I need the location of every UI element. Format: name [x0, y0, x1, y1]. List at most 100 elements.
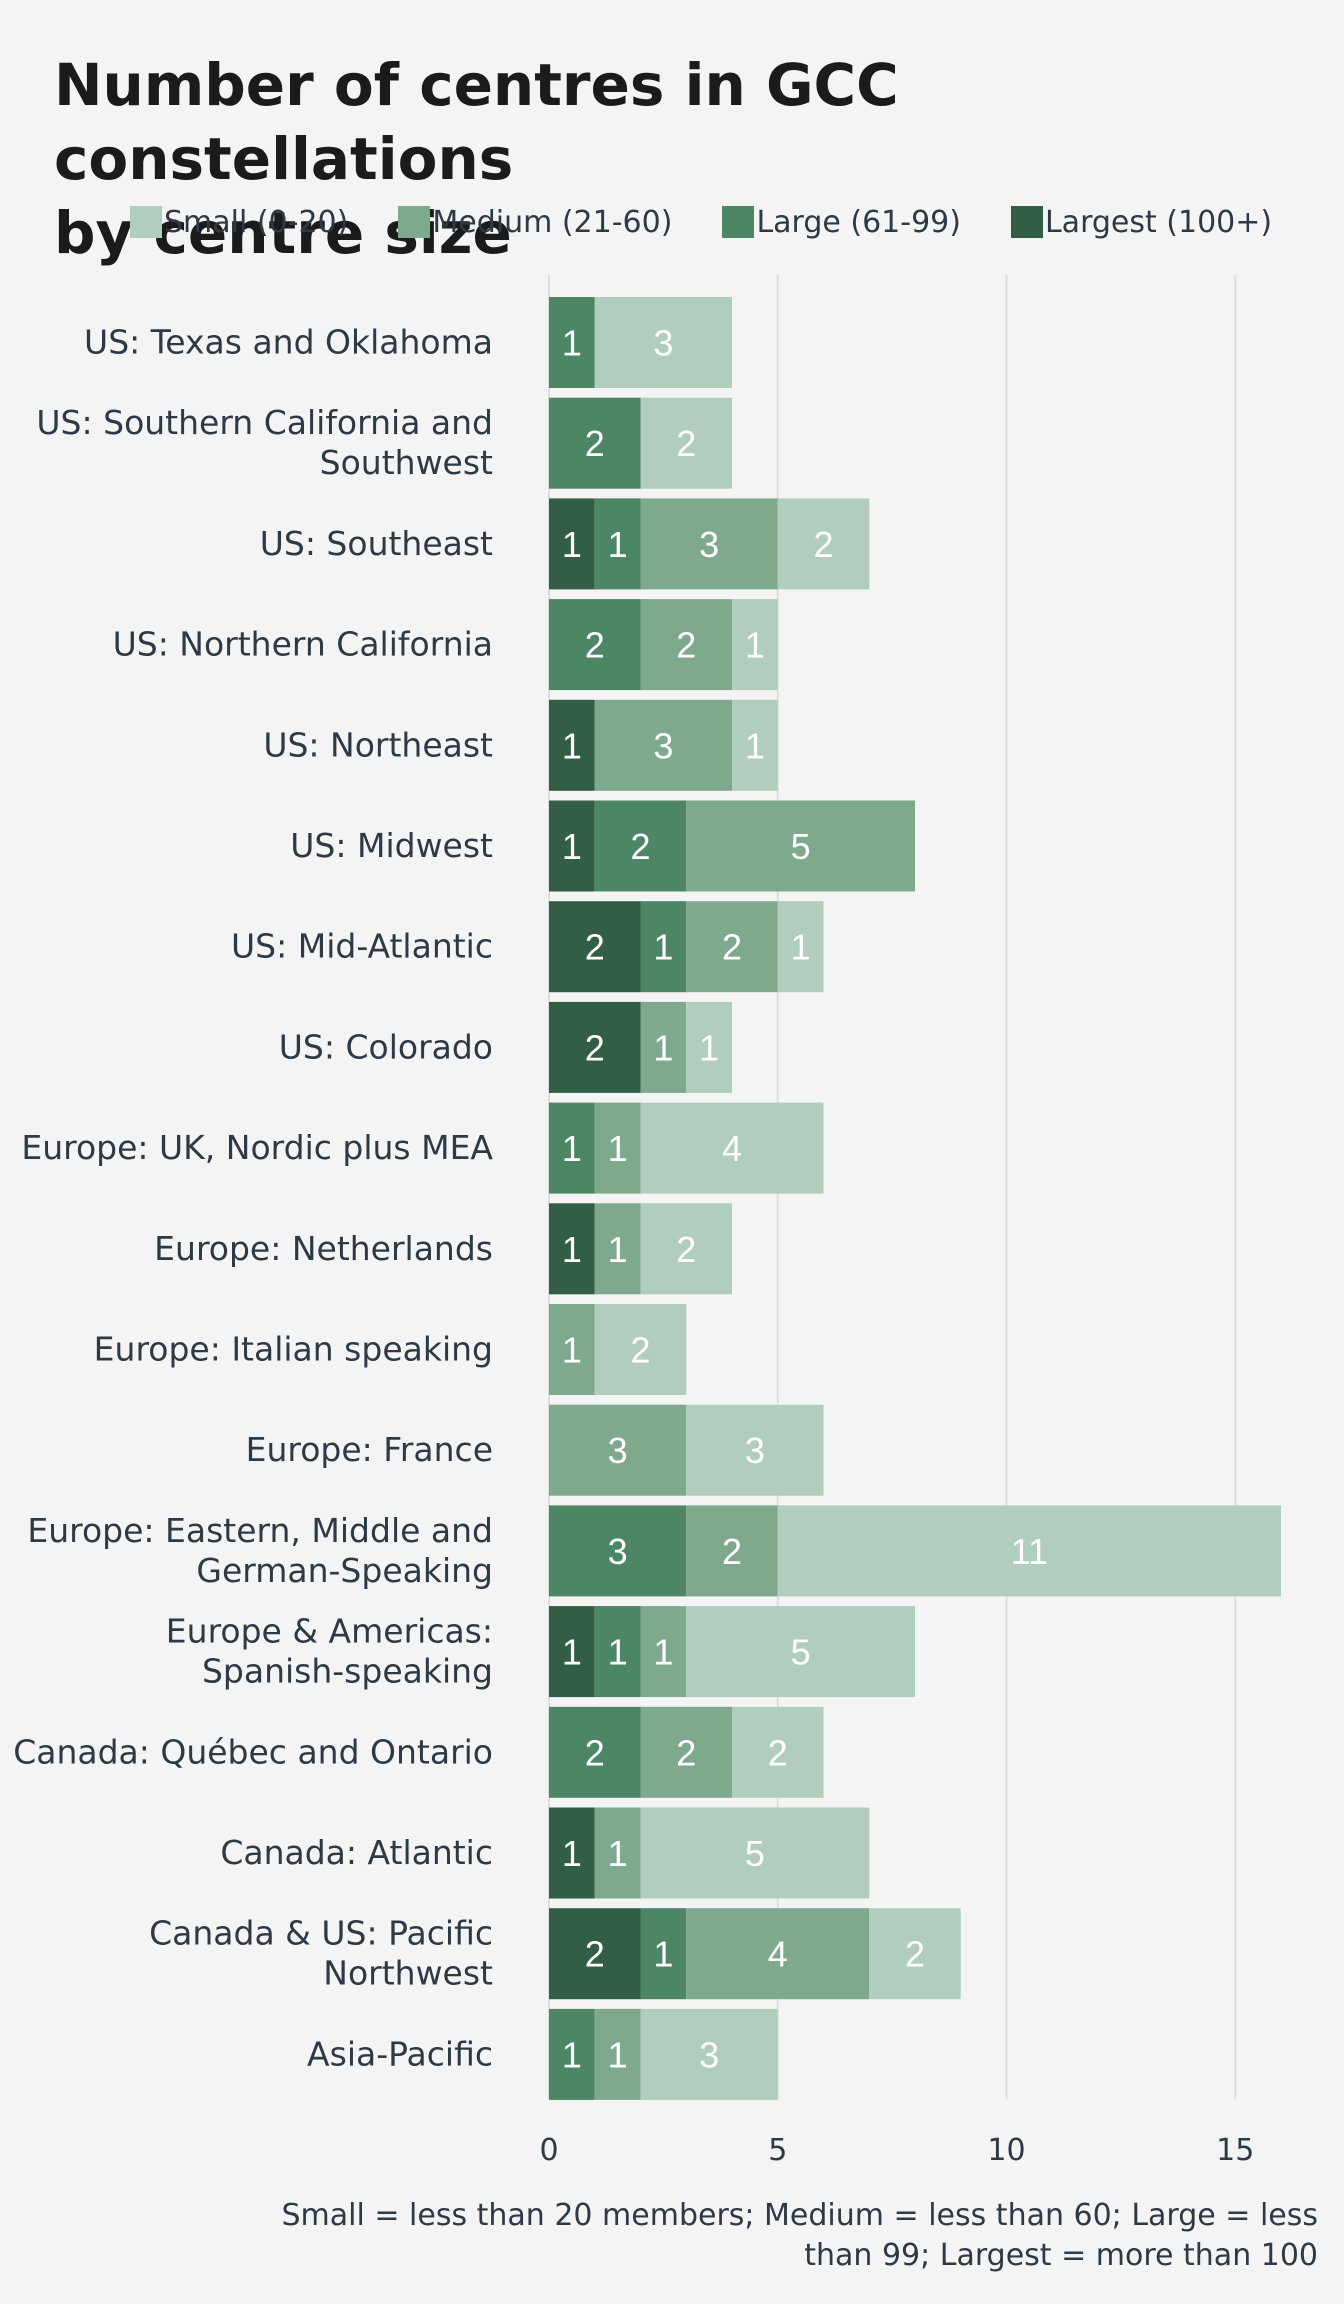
bar-value-label: 1	[562, 323, 582, 364]
category-label: US: Texas and Oklahoma	[84, 323, 493, 362]
bar-value-label: 3	[608, 1531, 628, 1572]
bar-segment	[594, 297, 732, 388]
bar-value-label: 1	[653, 1027, 673, 1068]
bar-segment	[549, 1203, 595, 1295]
bar-value-label: 2	[813, 524, 833, 565]
legend-item-large: Large (61-99)	[722, 205, 961, 240]
x-tick-label: 5	[768, 2133, 787, 2168]
category-label: US: Mid-Atlantic	[231, 927, 493, 966]
bar-segment	[732, 699, 778, 791]
bar-value-label: 3	[699, 524, 719, 565]
bar-layer: 1 32 21 1 3 22 2 11 3 11 2 52 1 2 12 1 11 1 41 1 21 23 33 2 111 1…	[549, 297, 1281, 2100]
bar-value-label: 2	[722, 927, 742, 968]
bar-segment	[777, 498, 870, 590]
bar-segment	[594, 1203, 641, 1295]
category-label: Europe: Eastern, Middle and German-Speaki…	[27, 1511, 493, 1590]
legend: Small (0-20) Medium (21-60) Large (61-99…	[130, 200, 1322, 244]
category-labels: US: Texas and Oklahoma US: Southern Calif…	[13, 323, 493, 2074]
bar-segment	[732, 599, 778, 691]
bar-value-label: 1	[608, 524, 628, 565]
bar-segment	[640, 1102, 824, 1194]
category-label: Europe: UK, Nordic plus MEA	[21, 1128, 493, 1167]
bar-value-label: 2	[585, 423, 605, 464]
category-label: US: Northern California	[113, 625, 493, 664]
bar-segment	[686, 1908, 870, 2000]
bar-value-label: 11	[1011, 1531, 1048, 1572]
bar-segment	[640, 498, 778, 590]
bar-value-label: 3	[653, 725, 673, 766]
bar-segment	[594, 498, 641, 590]
bar-value-label: 2	[585, 927, 605, 968]
bar-value-label: 4	[768, 1934, 788, 1975]
bar-segment	[594, 1304, 687, 1395]
bar-value-label: 2	[676, 625, 696, 666]
bar-value-label: 1	[562, 725, 582, 766]
bar-segment	[549, 1807, 595, 1899]
x-tick-label: 15	[1216, 2133, 1254, 2168]
bar-segment	[640, 1706, 732, 1798]
bar-value-label: 4	[722, 1128, 742, 1169]
bar-segment	[549, 1606, 595, 1698]
bar-value-label: 1	[608, 1128, 628, 1169]
bar-segment	[594, 1102, 641, 1194]
bar-segment	[869, 1908, 961, 2000]
bar-segment	[549, 901, 641, 993]
bar-value-label: 1	[653, 1934, 673, 1975]
bar-segment	[549, 1908, 641, 2000]
bar-segment	[594, 800, 687, 892]
bar-segment	[549, 397, 641, 489]
bar-value-label: 1	[562, 2034, 582, 2075]
category-label: Europe & Americas: Spanish-speaking	[166, 1612, 493, 1691]
bar-segment	[640, 599, 732, 691]
category-label: US: Northeast	[263, 725, 493, 764]
category-label: Europe: France	[246, 1430, 493, 1469]
bar-value-label: 2	[676, 1732, 696, 1773]
bar-value-label: 2	[585, 1027, 605, 1068]
bar-value-label: 2	[676, 423, 696, 464]
legend-swatch-small	[130, 206, 162, 238]
category-label: US: Colorado	[279, 1027, 493, 1066]
x-tick-label: 10	[987, 2133, 1025, 2168]
bar-segment	[686, 1606, 915, 1698]
category-label: US: Southern California and Southwest	[36, 403, 493, 482]
bar-value-label: 1	[562, 1128, 582, 1169]
bar-value-label: 3	[608, 1430, 628, 1471]
bar-value-label: 1	[653, 927, 673, 968]
chart-footnote: Small = less than 20 members; Medium = l…	[281, 2198, 1319, 2273]
bar-value-label: 2	[585, 1732, 605, 1773]
bar-segment	[686, 1404, 824, 1496]
bar-segment	[640, 2008, 778, 2100]
legend-item-largest: Largest (100+)	[1010, 205, 1272, 240]
bar-value-label: 1	[653, 1632, 673, 1673]
bar-value-label: 1	[608, 1229, 628, 1270]
bar-segment	[640, 1606, 687, 1698]
bar-value-label: 1	[745, 725, 765, 766]
legend-label-medium: Medium (21-60)	[432, 204, 673, 240]
bar-value-label: 2	[676, 1229, 696, 1270]
bar-value-label: 1	[608, 1833, 628, 1874]
bar-value-label: 1	[608, 2034, 628, 2075]
bar-segment	[686, 1001, 732, 1093]
bar-chart: 1 32 21 1 3 22 2 11 3 11 2 52 1 2 12 1 11 1 41 1 21 23 33 2 111 1…	[13, 275, 1281, 2168]
x-tick-label: 0	[539, 2133, 558, 2168]
bar-value-label: 1	[791, 927, 811, 968]
bar-segment	[777, 1505, 1281, 1597]
bar-segment	[594, 699, 732, 791]
bar-segment	[549, 1706, 641, 1798]
bar-value-label: 1	[562, 1833, 582, 1874]
bar-segment	[549, 1404, 687, 1496]
bar-segment	[549, 599, 641, 691]
legend-item-small: Small (0-20)	[130, 205, 348, 240]
bar-segment	[640, 901, 687, 993]
category-label: Europe: Italian speaking	[94, 1330, 493, 1369]
bar-value-label: 2	[905, 1934, 925, 1975]
legend-swatch-large	[722, 206, 755, 238]
bar-value-label: 3	[745, 1430, 765, 1471]
category-label: Canada: Québec and Ontario	[13, 1732, 493, 1771]
bar-segment	[640, 397, 732, 489]
bar-value-label: 5	[791, 826, 811, 867]
bar-value-label: 2	[768, 1732, 788, 1773]
bar-value-label: 2	[630, 826, 650, 867]
bar-value-label: 2	[630, 1330, 650, 1371]
bar-segment	[640, 1807, 870, 1899]
